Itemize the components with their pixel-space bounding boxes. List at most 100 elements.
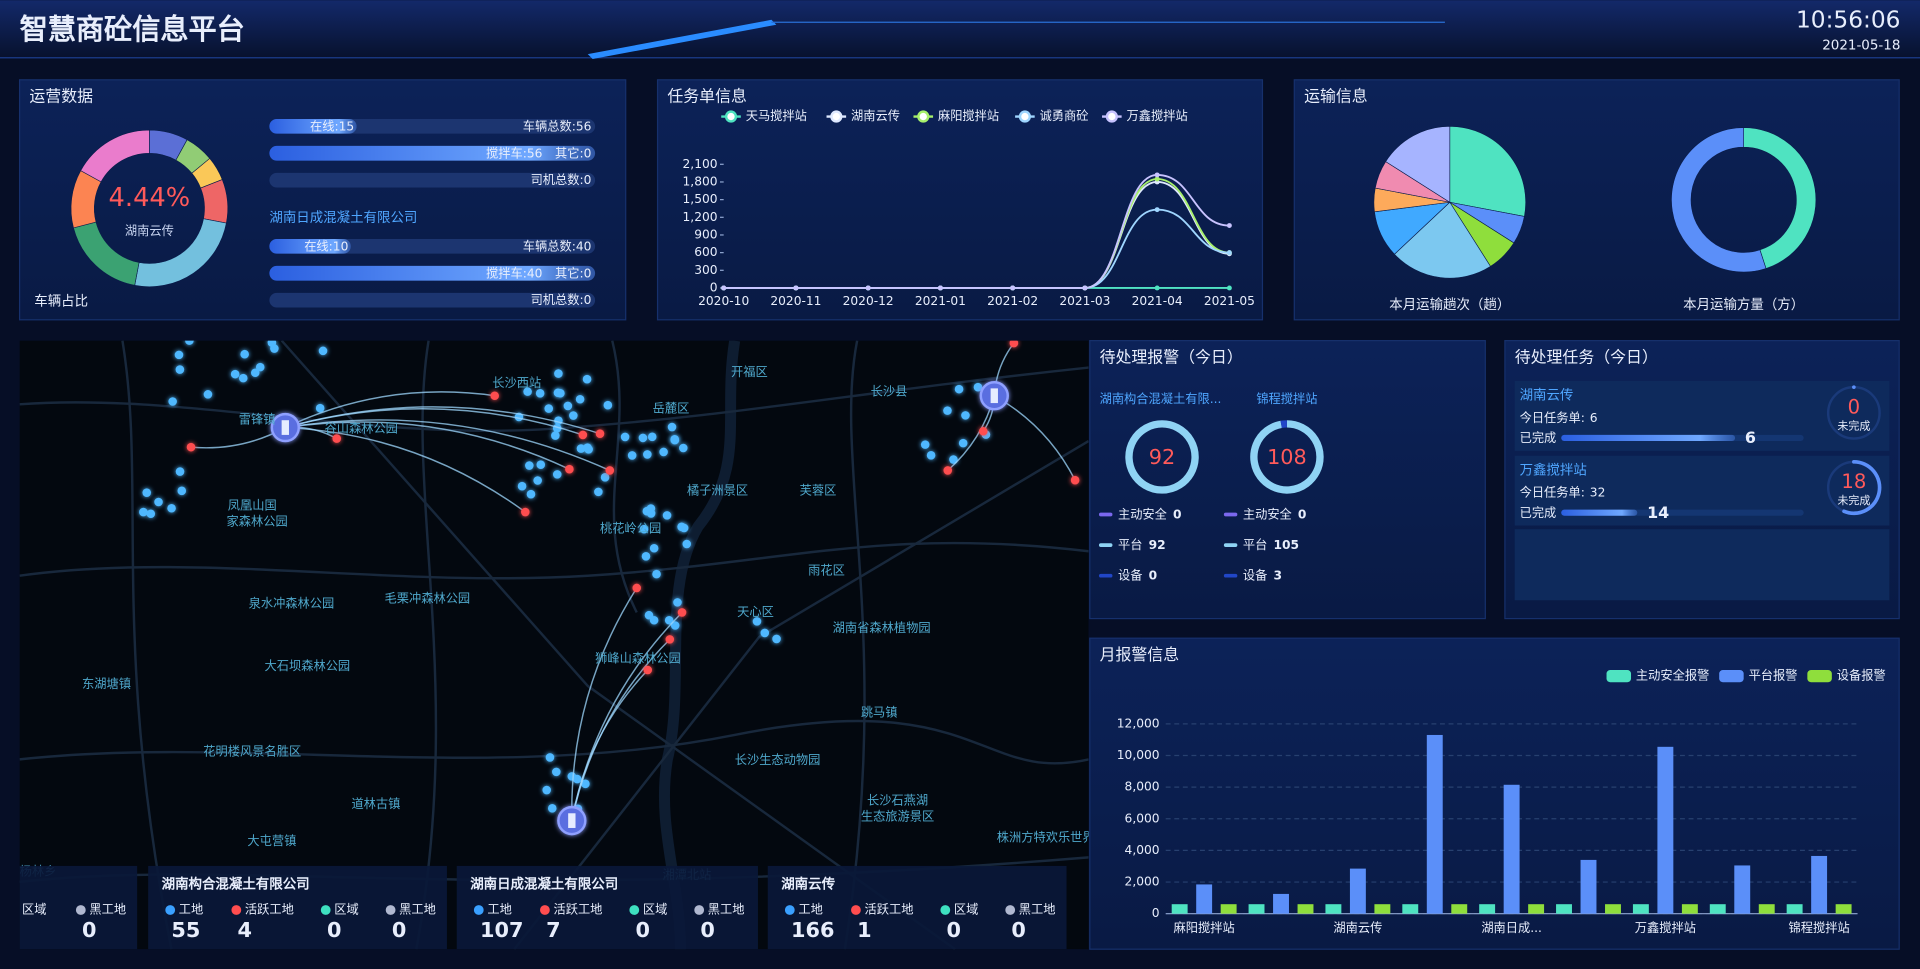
map-label: 东湖塘镇 bbox=[82, 676, 131, 691]
site-dot bbox=[958, 438, 968, 448]
header-bar bbox=[0, 0, 1920, 59]
card-item-label: 活跃工地 bbox=[864, 903, 913, 917]
x-tick-label: 湖南日成... bbox=[1481, 920, 1542, 935]
mixer-bar bbox=[269, 145, 596, 161]
legend-dot bbox=[1005, 905, 1016, 915]
vehicle-total-value: 40 bbox=[576, 239, 592, 253]
mixer-count: 搅拌车:40 bbox=[486, 265, 542, 280]
undone-value: 18 bbox=[1841, 470, 1866, 493]
driver-count-value: 0 bbox=[584, 293, 592, 307]
map-label: 大石坝森林公园 bbox=[265, 658, 351, 673]
legend-dot bbox=[694, 905, 705, 915]
x-tick-label: 锦程搅拌站 bbox=[1789, 920, 1850, 935]
clock-time: 10:56:06 bbox=[1796, 7, 1900, 34]
bar bbox=[1758, 904, 1775, 914]
legend-dot bbox=[784, 905, 795, 915]
card-item-label: 活跃工地 bbox=[553, 903, 602, 917]
site-dot bbox=[664, 615, 674, 625]
vehicle-total: 车辆总数:56 bbox=[523, 118, 592, 133]
card-item-value: 0 bbox=[1011, 918, 1025, 942]
legend-label: 设备 bbox=[1118, 568, 1142, 582]
bar bbox=[1374, 904, 1391, 914]
map-label: 芙蓉区 bbox=[800, 484, 837, 498]
legend-item: 设备 0 bbox=[1118, 568, 1157, 582]
progress-fill bbox=[1561, 434, 1736, 442]
task-done-value: 14 bbox=[1647, 503, 1669, 522]
legend-value: 0 bbox=[1149, 568, 1158, 582]
legend-dot bbox=[540, 905, 550, 915]
card-item-label: 黑工地 bbox=[1019, 903, 1056, 917]
site-dot bbox=[620, 432, 630, 442]
bar bbox=[1220, 904, 1237, 914]
site-dot bbox=[673, 598, 682, 607]
site-dot bbox=[533, 476, 542, 485]
map-label: 长沙西站 bbox=[492, 376, 541, 390]
mixer-count-label: 搅拌车: bbox=[486, 145, 527, 160]
target-dot bbox=[490, 391, 499, 401]
site-dot bbox=[535, 389, 545, 398]
site-dot bbox=[523, 387, 532, 396]
card-title: 湖南云传 bbox=[781, 875, 835, 892]
x-tick-label: 麻阳搅拌站 bbox=[1174, 920, 1235, 935]
site-dot bbox=[576, 444, 586, 453]
site-dot bbox=[647, 432, 657, 442]
flow-line bbox=[284, 391, 495, 429]
y-tick-label: 10,000 bbox=[1117, 748, 1160, 762]
bar bbox=[1402, 904, 1419, 914]
site-dot bbox=[961, 411, 970, 420]
y-tick-label: 2,000 bbox=[1125, 875, 1160, 889]
series-point bbox=[1154, 176, 1160, 182]
site-dot bbox=[649, 615, 659, 625]
site-dot bbox=[594, 487, 603, 497]
mixer-count-value: 40 bbox=[527, 266, 543, 280]
task-done-label: 已完成 bbox=[1520, 430, 1557, 445]
y-tick-label: 1,200 bbox=[683, 210, 718, 224]
site-dot bbox=[943, 406, 952, 415]
bar bbox=[1349, 868, 1366, 914]
site-dot bbox=[175, 365, 185, 374]
site-dot bbox=[670, 435, 680, 445]
bar bbox=[1171, 904, 1188, 914]
card-item-label: 工地 bbox=[798, 903, 822, 917]
legend-marker bbox=[917, 110, 930, 123]
pie-slice bbox=[1394, 201, 1491, 279]
x-tick-label: 2020-12 bbox=[843, 294, 894, 308]
map-label: 生态旅游景区 bbox=[861, 809, 934, 823]
target-dot bbox=[643, 665, 653, 675]
river bbox=[658, 340, 741, 950]
site-dot bbox=[203, 390, 213, 399]
pie-slice bbox=[1449, 126, 1527, 217]
legend-label: 设备 bbox=[1243, 568, 1267, 582]
flow-line bbox=[285, 406, 601, 435]
target-dot bbox=[677, 608, 687, 617]
site-dot bbox=[649, 543, 659, 553]
online-count-label: 在线: bbox=[310, 119, 339, 133]
legend-item: 平台 92 bbox=[1118, 537, 1166, 552]
task-total-label: 今日任务单: bbox=[1520, 409, 1585, 424]
site-card bbox=[148, 865, 447, 950]
site-dot bbox=[682, 539, 692, 549]
bar bbox=[1297, 904, 1314, 914]
map-label: 长沙生态动物园 bbox=[735, 753, 821, 767]
map-label: 狮峰山森林公园 bbox=[595, 650, 681, 665]
map-label: 毛栗冲森林公园 bbox=[385, 590, 471, 605]
series-point bbox=[937, 285, 943, 291]
card-item-label: 活跃工地 bbox=[245, 903, 294, 917]
empty-slot bbox=[1514, 529, 1890, 601]
site-dot bbox=[551, 431, 560, 440]
site-dot bbox=[603, 400, 613, 410]
hub-icon bbox=[281, 420, 289, 435]
site-dot bbox=[536, 460, 546, 469]
card-item-value: 7 bbox=[546, 918, 560, 942]
online-count-value: 15 bbox=[339, 119, 355, 133]
site-dot bbox=[563, 401, 573, 411]
map-label: 跳马镇 bbox=[861, 705, 898, 719]
legend-dot bbox=[473, 905, 484, 915]
target-dot bbox=[595, 429, 605, 438]
bar bbox=[1451, 904, 1468, 914]
map-label: 桃花岭公园 bbox=[600, 521, 661, 536]
series-point bbox=[721, 285, 727, 291]
x-tick-label: 2021-05 bbox=[1204, 294, 1255, 308]
